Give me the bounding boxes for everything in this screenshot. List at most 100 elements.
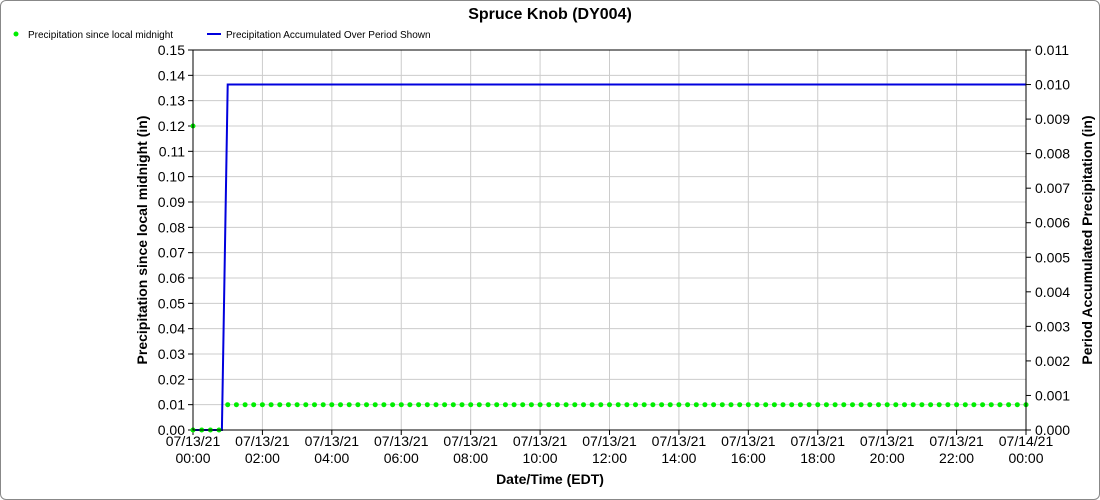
precip-point	[528, 402, 534, 408]
right-y-ticks: 0.000 0.001 0.002 0.003 0.004 0.005 0.006 0.007…	[1026, 42, 1070, 438]
precip-point	[850, 402, 855, 408]
precip-point	[919, 402, 925, 408]
precip-point	[1006, 402, 1012, 408]
precip-point	[728, 402, 734, 408]
x-tick-time-label: 14:00	[661, 450, 696, 466]
precip-point	[910, 402, 916, 408]
precip-point	[997, 402, 1003, 408]
precip-point	[641, 402, 647, 408]
precip-point	[667, 402, 673, 408]
x-tick-time-label: 16:00	[731, 450, 766, 466]
x-tick-time-label: 02:00	[245, 450, 280, 466]
x-tick-time-label: 18:00	[800, 450, 835, 466]
x-tick-date-label: 07/13/21	[305, 433, 360, 449]
x-tick-date-label: 07/13/21	[860, 433, 915, 449]
chart-title: Spruce Knob (DY004)	[468, 6, 632, 23]
legend-label-accumulated: Precipitation Accumulated Over Period Sh…	[226, 30, 431, 41]
precip-point	[407, 402, 413, 408]
left-tick-label: 0.04	[158, 321, 185, 337]
precip-point	[277, 402, 283, 408]
x-tick-date-label: 07/13/21	[791, 433, 846, 449]
precip-point	[485, 402, 491, 408]
x-tick-time-label: 00:00	[1008, 450, 1043, 466]
precip-point	[884, 402, 890, 408]
left-tick-label: 0.05	[158, 295, 185, 311]
precip-point	[659, 402, 665, 408]
precip-point	[303, 402, 309, 408]
precip-point	[702, 402, 708, 408]
x-tick-date-label: 07/13/21	[443, 433, 498, 449]
precip-point	[936, 402, 942, 408]
legend-marker-precip-midnight	[13, 31, 19, 37]
right-tick-label: 0.001	[1035, 387, 1070, 403]
precip-point	[650, 402, 656, 408]
precip-point	[780, 402, 786, 408]
precip-point	[633, 402, 638, 408]
precip-point	[520, 402, 526, 408]
precip-point	[494, 402, 500, 408]
right-tick-label: 0.006	[1035, 215, 1070, 231]
right-tick-label: 0.009	[1035, 111, 1070, 127]
precip-point	[615, 402, 621, 408]
midnight-series	[190, 123, 1029, 433]
precip-point	[355, 402, 361, 408]
precip-point	[572, 402, 578, 408]
left-tick-label: 0.10	[158, 169, 185, 185]
left-tick-label: 0.03	[158, 346, 185, 362]
precip-point	[312, 402, 317, 408]
precip-point	[424, 402, 430, 408]
precip-point	[233, 402, 239, 408]
precip-point	[459, 402, 465, 408]
precip-point	[754, 402, 760, 408]
x-tick-time-label: 10:00	[523, 450, 558, 466]
precip-point	[338, 402, 343, 408]
x-tick-time-label: 04:00	[314, 450, 349, 466]
precip-point	[685, 402, 691, 408]
precip-point	[563, 402, 569, 408]
precip-point	[902, 402, 907, 408]
precip-point	[468, 402, 474, 408]
precip-point	[858, 402, 864, 408]
x-tick-date-label: 07/13/21	[582, 433, 637, 449]
precip-point	[294, 402, 300, 408]
precip-point	[763, 402, 769, 408]
precip-point	[381, 402, 387, 408]
left-tick-label: 0.07	[158, 245, 185, 261]
x-tick-time-label: 12:00	[592, 450, 627, 466]
precip-point	[971, 402, 977, 408]
x-tick-time-label: 22:00	[939, 450, 974, 466]
precip-point	[988, 402, 994, 408]
left-tick-label: 0.11	[159, 143, 185, 159]
precip-point	[398, 402, 404, 408]
right-tick-label: 0.003	[1035, 318, 1070, 334]
precip-point	[502, 402, 508, 408]
x-tick-date-label: 07/13/21	[374, 433, 429, 449]
precip-point	[346, 402, 352, 408]
left-y-axis-title: Precipitation since local midnight (in)	[134, 116, 150, 365]
plot-border	[192, 49, 1027, 431]
precip-point	[476, 402, 482, 408]
precip-point	[980, 402, 986, 408]
x-ticks: 07/13/2100:0007/13/2102:0007/13/2104:000…	[166, 430, 1054, 466]
left-tick-label: 0.08	[158, 219, 185, 235]
right-tick-label: 0.010	[1035, 77, 1070, 93]
left-tick-label: 0.09	[158, 194, 185, 210]
x-tick-date-label: 07/14/21	[999, 433, 1054, 449]
left-tick-label: 0.06	[158, 270, 185, 286]
x-tick-time-label: 00:00	[175, 450, 210, 466]
precip-point	[789, 402, 795, 408]
precip-point	[737, 402, 743, 408]
precip-point	[598, 402, 604, 408]
precip-point	[928, 402, 934, 408]
precip-point	[450, 402, 456, 408]
right-y-axis-title: Period Accumulated Precipitation (in)	[1079, 115, 1095, 364]
grid	[192, 49, 1027, 431]
x-tick-date-label: 07/13/21	[235, 433, 290, 449]
precip-point	[320, 402, 326, 408]
precip-point	[554, 402, 560, 408]
right-tick-label: 0.008	[1035, 146, 1070, 162]
precip-point	[954, 402, 960, 408]
precip-point	[372, 402, 378, 408]
